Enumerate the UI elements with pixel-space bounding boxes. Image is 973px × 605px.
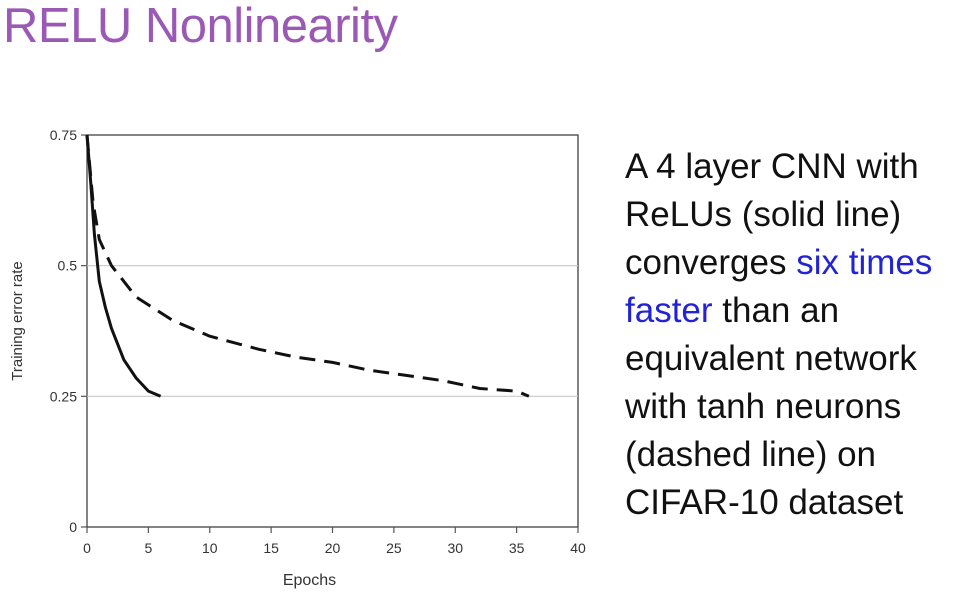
x-tick-label: 20 xyxy=(325,540,341,556)
caption-line: ReLUs (solid line) xyxy=(625,191,970,239)
caption-line: with tanh neurons xyxy=(625,383,970,431)
tanh-dashed-line xyxy=(85,134,530,398)
caption-fragment: ReLUs (solid line) xyxy=(625,195,902,234)
training-error-chart: 0 0.25 0.5 0.75 0 5 10 15 20 25 30 35 40 Epochs Traini… xyxy=(0,118,600,605)
caption-line: faster than an xyxy=(625,287,970,335)
caption-line: (dashed line) on xyxy=(625,431,970,479)
x-tick-label: 35 xyxy=(509,540,525,556)
plot-frame xyxy=(86,134,579,528)
caption-fragment: CIFAR-10 dataset xyxy=(625,483,904,522)
caption-fragment: (dashed line) on xyxy=(625,435,876,474)
x-tick-label: 0 xyxy=(83,540,91,556)
y-axis-label: Training error rate xyxy=(9,261,26,381)
caption-highlight: six times xyxy=(796,243,933,282)
caption-text: A 4 layer CNN with ReLUs (solid line) conv… xyxy=(625,143,970,527)
x-tick-label: 30 xyxy=(447,540,463,556)
slide-title: RELU Nonlinearity xyxy=(3,0,398,53)
caption-line: A 4 layer CNN with xyxy=(625,143,970,191)
y-tick-label: 0.25 xyxy=(50,388,77,404)
x-tick-label: 40 xyxy=(570,540,586,556)
relu-solid-line xyxy=(85,134,162,398)
x-tick-label: 5 xyxy=(144,540,152,556)
caption-line: equivalent network xyxy=(625,335,970,383)
caption-fragment: than an xyxy=(712,291,840,330)
x-tick-label: 25 xyxy=(386,540,402,556)
y-tick-label: 0.75 xyxy=(50,127,77,143)
caption-fragment: A 4 layer CNN with xyxy=(625,147,919,186)
caption-line: converges six times xyxy=(625,239,970,287)
caption-line: CIFAR-10 dataset xyxy=(625,479,970,527)
caption-fragment: converges xyxy=(625,243,797,282)
caption-fragment: equivalent network xyxy=(625,339,917,378)
caption-fragment: with tanh neurons xyxy=(625,387,902,426)
caption-highlight: faster xyxy=(625,291,713,330)
x-tick-label: 10 xyxy=(202,540,218,556)
y-tick-label: 0 xyxy=(69,519,77,535)
x-tick-label: 15 xyxy=(263,540,279,556)
chart-svg: 0 0.25 0.5 0.75 0 5 10 15 20 25 30 35 40 Epochs Traini… xyxy=(9,127,586,589)
y-tick-label: 0.5 xyxy=(58,258,78,274)
x-axis-label: Epochs xyxy=(283,572,336,589)
